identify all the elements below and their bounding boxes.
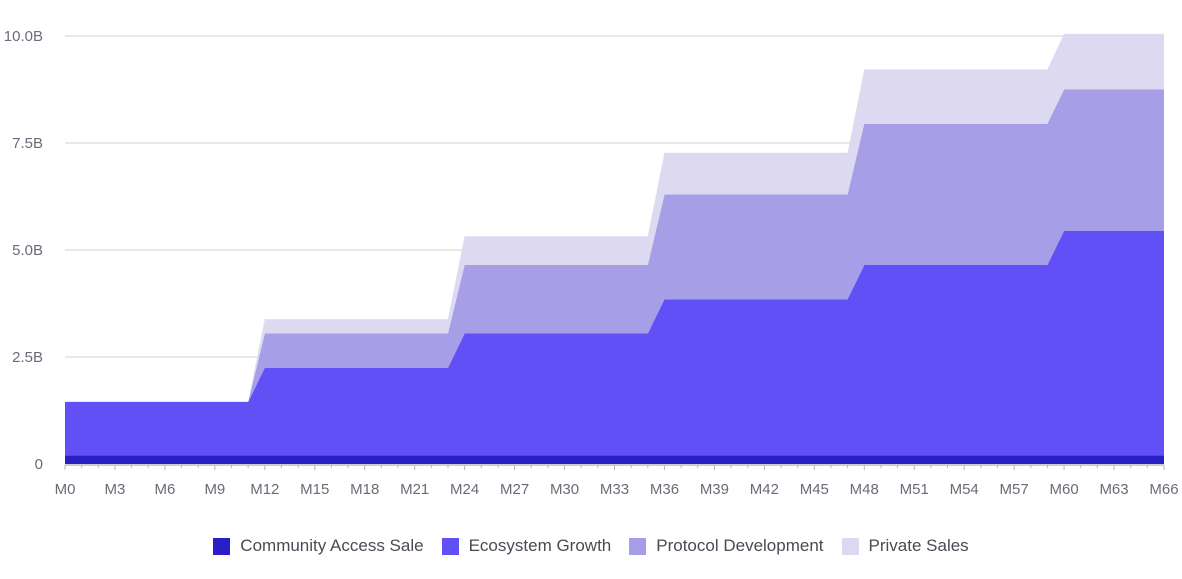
x-tick-label: M54 [950, 481, 979, 498]
x-tick-label: M6 [154, 481, 175, 498]
x-tick-label: M24 [450, 481, 479, 498]
stacked-area-chart: 0 2.5B 5.0B 7.5B 10.0B M0 M3 M6 M9 M12 M15 M18 M21 M2… [4, 28, 1179, 498]
legend-swatch-community-access-sale [213, 537, 231, 555]
legend-item-private-sales[interactable]: Private Sales [841, 536, 969, 556]
legend-swatch-protocol-development [629, 537, 647, 555]
axis-layer: 0 2.5B 5.0B 7.5B 10.0B M0 M3 M6 M9 M12 M15 M18 M21 M2… [4, 28, 1179, 498]
x-tick-label: M63 [1099, 481, 1128, 498]
x-tick-label: M42 [750, 481, 779, 498]
x-tick-label: M12 [250, 481, 279, 498]
x-tick-label: M48 [850, 481, 879, 498]
legend-swatch-private-sales [841, 537, 859, 555]
x-tick-label: M18 [350, 481, 379, 498]
legend-label-protocol-development: Protocol Development [656, 536, 824, 555]
x-tick-label: M3 [105, 481, 126, 498]
y-tick-label: 5.0B [12, 242, 43, 259]
area-layer [65, 33, 1164, 464]
legend-swatch-ecosystem-growth [441, 537, 459, 555]
legend: Community Access Sale Ecosystem Growth P… [0, 536, 1182, 556]
x-tick-label: M33 [600, 481, 629, 498]
x-tick-label: M45 [800, 481, 829, 498]
legend-label-community-access-sale: Community Access Sale [240, 536, 424, 555]
area-ecosystem-growth[interactable] [65, 230, 1164, 456]
x-tick-label: M66 [1149, 481, 1178, 498]
area-private-sales[interactable] [65, 33, 1164, 402]
legend-item-community-access-sale[interactable]: Community Access Sale [213, 536, 424, 556]
x-tick-label: M15 [300, 481, 329, 498]
legend-item-protocol-development[interactable]: Protocol Development [629, 536, 824, 556]
y-tick-label: 2.5B [12, 349, 43, 366]
area-community-access-sale[interactable] [65, 455, 1164, 464]
x-tick-label: M9 [204, 481, 225, 498]
x-tick-label: M39 [700, 481, 729, 498]
x-tick-label: M30 [550, 481, 579, 498]
x-tick-label: M60 [1049, 481, 1078, 498]
x-tick-label: M27 [500, 481, 529, 498]
x-tick-label: M36 [650, 481, 679, 498]
y-tick-label: 0 [35, 456, 43, 473]
legend-label-private-sales: Private Sales [868, 536, 969, 555]
y-tick-label: 10.0B [4, 28, 43, 45]
legend-item-ecosystem-growth[interactable]: Ecosystem Growth [441, 536, 612, 556]
x-tick-label: M21 [400, 481, 429, 498]
y-tick-label: 7.5B [12, 135, 43, 152]
legend-label-ecosystem-growth: Ecosystem Growth [468, 536, 612, 555]
x-tick-label: M57 [1000, 481, 1029, 498]
x-tick-label: M51 [900, 481, 929, 498]
x-tick-label: M0 [55, 481, 76, 498]
area-protocol-development[interactable] [65, 89, 1164, 402]
